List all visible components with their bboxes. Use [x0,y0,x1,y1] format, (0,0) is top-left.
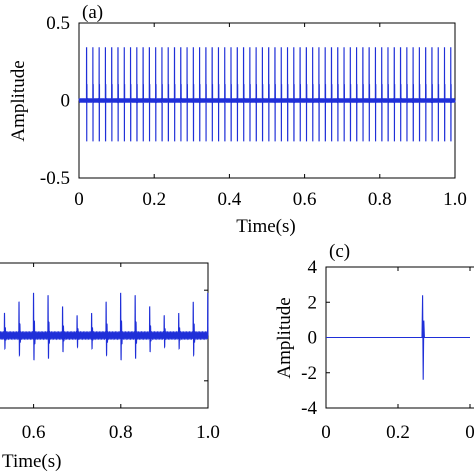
panel-b-xtick-label: 1.0 [196,422,220,443]
panel-b: 0.6 0.8 1.0 Time(s) [0,262,220,472]
panel-c-ytick-label: 4 [308,257,318,278]
panel-b-xtick-label: 0.6 [22,422,46,443]
panel-b-signal-line [0,292,209,361]
panel-c-ytick-label: 0 [308,328,318,349]
panel-b-xlabel: Time(s) [2,451,61,472]
panel-a-ytick-label: 0.5 [46,13,70,34]
panel-a-xtick-label: 1.0 [443,189,467,210]
panel-a-ytick-label: 0 [61,91,71,112]
panel-c-xtick-label: 0 [321,422,331,443]
panel-a: (a) 0 0.2 0.4 0.6 0.8 1.0-0.500.5 Time(s) Amp… [8,2,467,237]
panel-c-ytick-label: 2 [308,292,318,313]
panel-a-xtick-label: 0.2 [142,189,166,210]
panel-a-label: (a) [82,2,103,23]
panel-c-signal [326,295,470,380]
panel-b-ticks [33,263,209,408]
panel-b-signal [0,292,209,361]
panel-a-signal [78,47,456,142]
panel-a-ylabel: Amplitude [8,60,29,141]
panel-b-tick-labels: 0.6 0.8 1.0 [22,422,220,443]
panel-a-xlabel: Time(s) [236,216,295,237]
panel-c-xtick-label: 0 [465,422,474,443]
panel-c-signal-line [326,295,470,380]
panel-a-signal-line [78,47,456,142]
panel-a-xtick-label: 0.6 [293,189,317,210]
panel-c-ytick-label: -4 [301,398,317,419]
panel-a-tick-labels: 0 0.2 0.4 0.6 0.8 1.0-0.500.5 [40,13,467,210]
panel-c-ylabel: Amplitude [274,297,295,378]
panel-a-xtick-label: 0.4 [218,189,242,210]
panel-b-xtick-label: 0.8 [109,422,133,443]
panel-a-xtick-label: 0 [74,189,84,210]
panel-a-ytick-label: -0.5 [40,168,70,189]
panel-c-label: (c) [329,241,350,262]
panel-a-xtick-label: 0.8 [368,189,392,210]
panel-c-ytick-label: -2 [301,363,317,384]
panel-c-xtick-label: 0.2 [386,422,410,443]
